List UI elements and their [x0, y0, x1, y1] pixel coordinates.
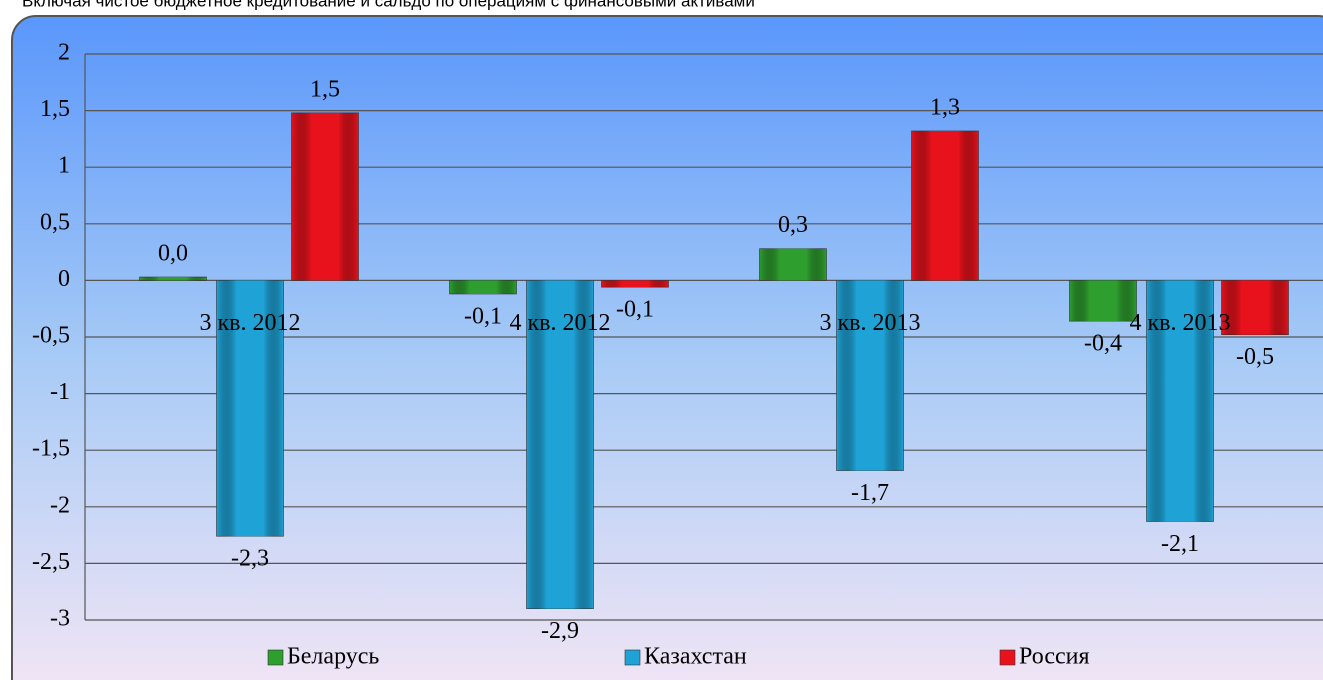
bar-shade [1069, 280, 1137, 322]
y-tick-label: -0,5 [32, 323, 70, 349]
data-label: 1,3 [930, 94, 960, 120]
bar-shade [1146, 280, 1214, 522]
data-label: -0,5 [1236, 344, 1274, 370]
bar-shade [759, 248, 827, 281]
bar-shade [216, 280, 284, 537]
x-tick-label: 4 кв. 2012 [510, 310, 611, 336]
data-label: 0,0 [158, 241, 188, 267]
data-label: 0,3 [778, 212, 808, 238]
data-label: -2,9 [541, 618, 579, 644]
bar-shade [449, 280, 517, 294]
bar-shade [836, 280, 904, 471]
x-tick-label: 4 кв. 2013 [1130, 310, 1231, 336]
chart-frame [11, 15, 1323, 680]
legend-swatch [624, 649, 641, 666]
bar-shade [1221, 280, 1289, 335]
y-tick-label: 1 [58, 153, 70, 179]
y-tick-label: -3 [50, 606, 70, 632]
bar-shade [139, 277, 207, 281]
chart-subtitle: Включая чистое бюджетное кредитование и … [22, 0, 755, 10]
y-tick-label: -1 [50, 379, 70, 405]
data-label: -1,7 [851, 480, 889, 506]
legend-label: Беларусь [287, 644, 379, 670]
legend-swatch [267, 649, 284, 666]
y-tick-label: -2,5 [32, 549, 70, 575]
data-label: -0,1 [616, 297, 654, 323]
y-tick-label: 1,5 [40, 96, 70, 122]
bar-shade [911, 130, 979, 281]
legend-label: Россия [1019, 644, 1090, 670]
legend-label: Казахстан [644, 644, 747, 670]
legend-swatch [999, 649, 1016, 666]
y-tick-label: 0,5 [40, 209, 70, 235]
x-tick-label: 3 кв. 2013 [820, 310, 921, 336]
y-tick-label: 0 [58, 266, 70, 292]
data-label: 1,5 [310, 76, 340, 102]
data-label: -2,3 [231, 546, 269, 572]
bar-shade [291, 112, 359, 281]
data-label: -2,1 [1161, 531, 1199, 557]
bar-shade [601, 280, 669, 288]
data-label: -0,4 [1084, 331, 1122, 357]
x-tick-label: 3 кв. 2012 [200, 310, 301, 336]
y-tick-label: 2 [58, 40, 70, 66]
data-label: -0,1 [464, 303, 502, 329]
y-tick-label: -2 [50, 492, 70, 518]
bar-shade [526, 280, 594, 609]
y-tick-label: -1,5 [32, 436, 70, 462]
